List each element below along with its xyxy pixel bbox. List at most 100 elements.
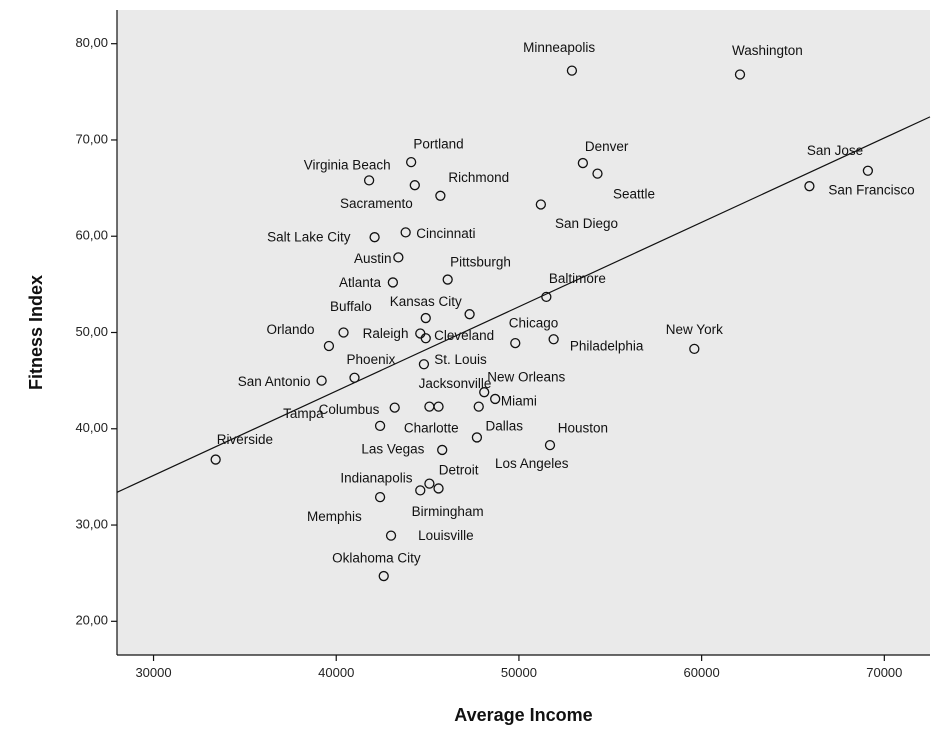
data-point [338, 327, 349, 338]
data-point [566, 65, 578, 76]
point-label: Washington [732, 43, 803, 58]
point-label: St. Louis [434, 352, 487, 367]
data-point [405, 156, 417, 168]
point-label: Los Angeles [495, 456, 569, 471]
data-point [577, 157, 589, 169]
point-label: Charlotte [404, 420, 459, 435]
data-point [210, 454, 221, 465]
data-point [473, 401, 484, 412]
x-tick-label: 50000 [501, 665, 537, 680]
point-label: Riverside [217, 432, 273, 447]
data-point [316, 375, 327, 386]
point-label: Richmond [448, 170, 509, 185]
point-label: Oklahoma City [332, 550, 421, 565]
y-tick-label: 30,00 [75, 516, 108, 531]
point-label: Birmingham [412, 504, 484, 519]
data-point [409, 180, 420, 191]
point-label: Minneapolis [523, 40, 595, 55]
point-label: Cleveland [434, 328, 494, 343]
point-label: Virginia Beach [304, 158, 391, 173]
data-point [369, 232, 380, 243]
point-label: San Antonio [238, 374, 311, 389]
axes-layer: 30000 40000 50000 60000 70000 20,00 30,00 40,00… [75, 10, 930, 680]
data-point [400, 227, 411, 238]
point-label: Pittsburgh [450, 255, 511, 270]
point-label: San Diego [555, 216, 618, 231]
point-label: Houston [558, 420, 608, 435]
data-point [490, 393, 501, 405]
data-point [544, 439, 556, 451]
x-tick-label: 30000 [135, 665, 171, 680]
y-axis-title: Fitness Index [26, 275, 46, 390]
fit-line [116, 116, 931, 493]
data-point [387, 277, 399, 288]
point-label: New Orleans [487, 369, 565, 384]
y-tick-label: 20,00 [75, 613, 108, 628]
x-tick-label: 40000 [318, 665, 354, 680]
point-label: Baltimore [549, 271, 606, 286]
point-label: Chicago [509, 315, 559, 330]
y-tick-label: 80,00 [75, 35, 108, 50]
data-point [510, 337, 521, 349]
data-point [374, 420, 386, 432]
data-point [433, 401, 444, 412]
point-label: Orlando [267, 322, 315, 337]
point-label: Philadelphia [570, 339, 644, 354]
data-point [689, 343, 700, 355]
point-label: Cincinnati [416, 226, 475, 241]
point-label: Indianapolis [340, 470, 412, 485]
data-point [433, 483, 444, 494]
points-layer [210, 65, 874, 582]
y-tick-label: 60,00 [75, 228, 108, 243]
point-label: San Jose [807, 143, 863, 158]
fit-line-layer [116, 116, 931, 493]
point-label: Denver [585, 139, 629, 154]
data-point [437, 444, 448, 456]
y-tick-label: 50,00 [75, 324, 108, 339]
plot-area [117, 10, 930, 655]
point-label: Las Vegas [361, 442, 424, 457]
point-label: Sacramento [340, 196, 413, 211]
point-labels-layer: Minneapolis Washington Portland Virginia Be… [217, 40, 915, 565]
data-point [464, 309, 475, 320]
data-point [323, 340, 335, 352]
data-point [734, 69, 746, 80]
data-point [541, 291, 552, 303]
point-label: Raleigh [363, 326, 409, 341]
x-axis-title: Average Income [454, 705, 592, 725]
point-label: Atlanta [339, 275, 382, 290]
data-point [424, 478, 435, 489]
point-label: Seattle [613, 186, 655, 201]
point-label: New York [666, 322, 723, 337]
data-point [378, 570, 389, 582]
data-point [415, 485, 426, 496]
point-label: Dallas [486, 418, 524, 433]
data-point [418, 359, 430, 370]
point-label: Phoenix [347, 352, 396, 367]
data-point [592, 168, 603, 179]
data-point [363, 175, 375, 186]
point-label: Jacksonville [419, 376, 492, 391]
data-point [420, 333, 431, 344]
point-label: Buffalo [330, 299, 372, 314]
point-label: Salt Lake City [267, 230, 351, 245]
data-point [804, 181, 815, 192]
data-point [374, 491, 386, 503]
data-point [471, 432, 483, 443]
y-tick-label: 40,00 [75, 420, 108, 435]
data-point [442, 274, 453, 285]
point-label: Memphis [307, 509, 362, 524]
data-point [385, 530, 397, 541]
data-point [349, 372, 360, 383]
data-point [479, 387, 490, 398]
point-label: Kansas City [390, 294, 462, 309]
data-point [420, 312, 431, 324]
point-label: Austin [354, 251, 392, 266]
point-label: San Francisco [828, 183, 914, 198]
data-point [535, 199, 547, 210]
point-label: Detroit [439, 463, 479, 478]
x-tick-label: 70000 [866, 665, 902, 680]
data-point [389, 402, 400, 413]
data-point [435, 190, 446, 201]
